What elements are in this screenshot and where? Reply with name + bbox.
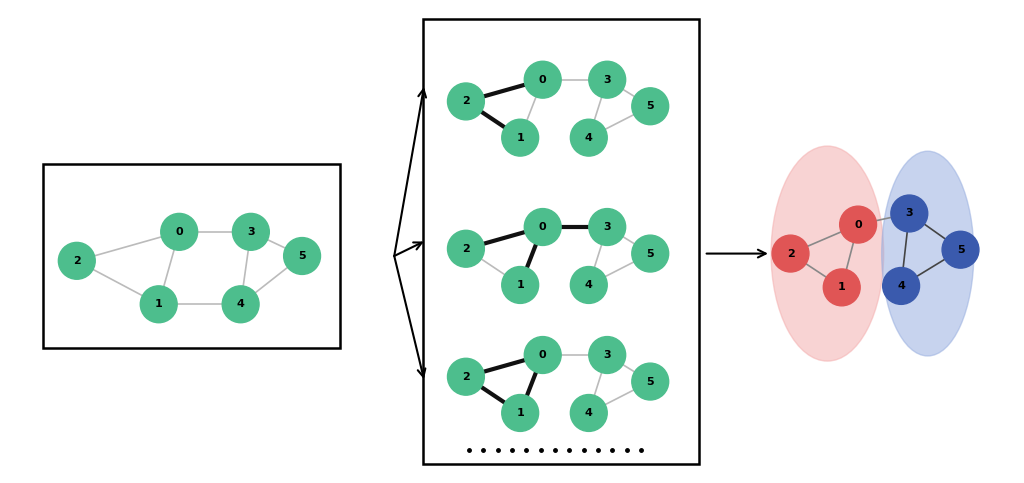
Text: 3: 3 <box>905 209 913 218</box>
Ellipse shape <box>284 238 321 274</box>
Ellipse shape <box>589 61 626 98</box>
Text: 0: 0 <box>539 350 547 360</box>
Ellipse shape <box>632 235 669 272</box>
Text: 3: 3 <box>603 222 611 232</box>
Ellipse shape <box>632 88 669 125</box>
Ellipse shape <box>840 206 877 243</box>
Text: 3: 3 <box>603 75 611 85</box>
Ellipse shape <box>632 363 669 400</box>
Text: 3: 3 <box>603 350 611 360</box>
Text: 4: 4 <box>585 280 593 290</box>
Text: 2: 2 <box>462 244 470 254</box>
Ellipse shape <box>882 151 974 356</box>
Ellipse shape <box>58 242 95 279</box>
Text: 2: 2 <box>786 249 795 258</box>
Ellipse shape <box>447 83 484 120</box>
Text: 1: 1 <box>516 408 524 418</box>
Text: 1: 1 <box>516 280 524 290</box>
Ellipse shape <box>772 235 809 272</box>
Ellipse shape <box>942 231 979 268</box>
Text: 2: 2 <box>462 372 470 382</box>
Ellipse shape <box>161 213 198 250</box>
Text: 5: 5 <box>646 377 654 386</box>
Text: 1: 1 <box>838 283 846 292</box>
Bar <box>43 164 340 348</box>
Text: 5: 5 <box>646 249 654 258</box>
Ellipse shape <box>222 286 259 323</box>
Text: 5: 5 <box>956 245 965 255</box>
Text: 5: 5 <box>646 101 654 111</box>
Ellipse shape <box>570 395 607 431</box>
Ellipse shape <box>140 286 177 323</box>
Text: 4: 4 <box>585 408 593 418</box>
Text: 4: 4 <box>237 299 245 309</box>
Ellipse shape <box>524 209 561 245</box>
Text: 2: 2 <box>73 256 81 266</box>
Ellipse shape <box>570 119 607 156</box>
Ellipse shape <box>771 146 884 361</box>
Text: 0: 0 <box>539 75 547 85</box>
Bar <box>423 19 699 464</box>
Text: 3: 3 <box>247 227 255 237</box>
Ellipse shape <box>232 213 269 250</box>
Ellipse shape <box>570 267 607 303</box>
Ellipse shape <box>447 230 484 267</box>
Text: 0: 0 <box>539 222 547 232</box>
Text: 4: 4 <box>585 133 593 142</box>
Ellipse shape <box>891 195 928 232</box>
Text: 0: 0 <box>854 220 862 229</box>
Text: 0: 0 <box>175 227 183 237</box>
Ellipse shape <box>502 395 539 431</box>
Text: 1: 1 <box>155 299 163 309</box>
Ellipse shape <box>883 268 920 304</box>
Ellipse shape <box>524 61 561 98</box>
Ellipse shape <box>502 119 539 156</box>
Ellipse shape <box>823 269 860 306</box>
Ellipse shape <box>589 209 626 245</box>
Text: 1: 1 <box>516 133 524 142</box>
Ellipse shape <box>524 337 561 373</box>
Ellipse shape <box>447 358 484 395</box>
Text: 4: 4 <box>897 281 905 291</box>
Ellipse shape <box>502 267 539 303</box>
Ellipse shape <box>589 337 626 373</box>
Text: 5: 5 <box>298 251 306 261</box>
Text: 2: 2 <box>462 97 470 106</box>
